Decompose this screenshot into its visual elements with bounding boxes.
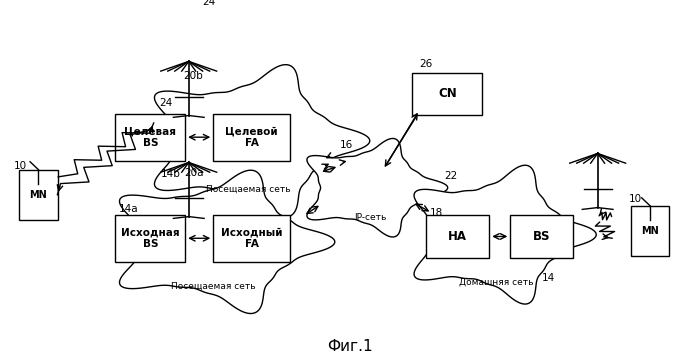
Text: Исходный
FA: Исходный FA <box>221 227 282 249</box>
FancyBboxPatch shape <box>631 206 670 256</box>
Text: 14b: 14b <box>161 169 180 179</box>
Polygon shape <box>154 65 370 217</box>
FancyBboxPatch shape <box>213 114 290 161</box>
Text: Целевая
BS: Целевая BS <box>124 126 176 148</box>
Text: Посещаемая сеть: Посещаемая сеть <box>171 282 256 291</box>
Text: 14: 14 <box>542 273 555 283</box>
FancyBboxPatch shape <box>20 170 57 220</box>
FancyBboxPatch shape <box>510 215 573 258</box>
Text: Исходная
BS: Исходная BS <box>121 227 180 249</box>
FancyBboxPatch shape <box>426 215 489 258</box>
Text: 10: 10 <box>14 161 27 171</box>
Text: 22: 22 <box>444 171 457 182</box>
Text: 10: 10 <box>629 194 642 204</box>
Text: MN: MN <box>29 190 48 200</box>
Text: HA: HA <box>448 230 468 243</box>
Text: Домашняя сеть: Домашняя сеть <box>459 278 533 287</box>
Text: IP-сеть: IP-сеть <box>354 213 387 222</box>
Text: MN: MN <box>641 226 659 236</box>
Text: 16: 16 <box>340 140 353 150</box>
FancyBboxPatch shape <box>213 215 290 262</box>
Polygon shape <box>307 139 448 237</box>
Text: 18: 18 <box>430 208 443 218</box>
Text: 24: 24 <box>203 0 216 8</box>
Text: CN: CN <box>438 87 456 100</box>
FancyBboxPatch shape <box>412 73 482 115</box>
Text: 20a: 20a <box>184 168 203 178</box>
Text: BS: BS <box>533 230 551 243</box>
Text: Фиг.1: Фиг.1 <box>326 339 373 354</box>
Text: 26: 26 <box>419 59 433 69</box>
FancyBboxPatch shape <box>115 114 185 161</box>
Text: 14a: 14a <box>119 204 138 214</box>
Text: 24: 24 <box>159 99 173 109</box>
FancyBboxPatch shape <box>115 215 185 262</box>
Text: 20b: 20b <box>183 71 203 82</box>
Polygon shape <box>414 165 596 304</box>
Text: Посещаемая сеть: Посещаемая сеть <box>206 184 291 193</box>
Text: Целевой
FA: Целевой FA <box>225 126 278 148</box>
Polygon shape <box>120 170 335 313</box>
